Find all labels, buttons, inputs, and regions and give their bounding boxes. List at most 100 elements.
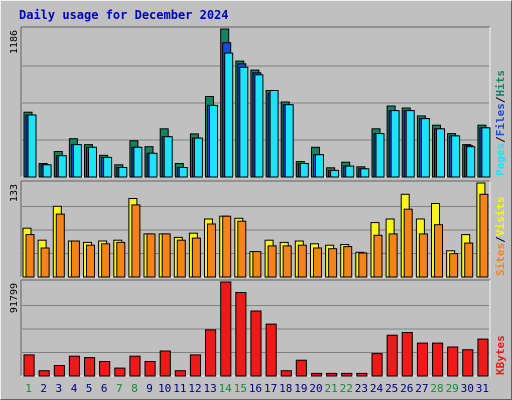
day-label-30: 30 bbox=[461, 382, 474, 395]
bar-kbytes-day-17 bbox=[265, 323, 277, 377]
bar-kbytes-day-30 bbox=[462, 349, 474, 377]
bar-sites-day-14 bbox=[222, 215, 232, 278]
bar-sites-day-11 bbox=[176, 239, 186, 278]
bar-kbytes-day-12 bbox=[189, 354, 202, 377]
bar-sites-day-24 bbox=[373, 234, 383, 278]
bar-pages-day-17 bbox=[269, 90, 279, 178]
day-label-17: 17 bbox=[264, 382, 277, 395]
bar-kbytes-day-18 bbox=[280, 370, 292, 377]
legend-separator: / bbox=[494, 236, 507, 243]
day-label-28: 28 bbox=[430, 382, 443, 395]
bar-sites-day-29 bbox=[449, 253, 459, 278]
chart-title: Daily usage for December 2024 bbox=[19, 8, 229, 22]
legend-files: Files bbox=[494, 103, 507, 136]
bar-sites-day-1 bbox=[25, 234, 35, 278]
legend-kbytes: KBytes bbox=[494, 335, 507, 375]
legend-separator: / bbox=[494, 96, 507, 103]
day-label-7: 7 bbox=[116, 382, 123, 395]
panel-hits-files-pages: 1186 Pages/Files/Hits bbox=[9, 26, 507, 178]
bar-pages-day-20 bbox=[315, 154, 324, 178]
day-label-8: 8 bbox=[131, 382, 138, 395]
bar-kbytes-day-8 bbox=[129, 355, 141, 377]
bar-pages-day-21 bbox=[330, 169, 340, 178]
bar-kbytes-day-11 bbox=[174, 370, 186, 377]
day-label-14: 14 bbox=[219, 382, 233, 395]
bar-sites-day-5 bbox=[86, 244, 95, 278]
day-label-13: 13 bbox=[203, 382, 216, 395]
bar-sites-day-28 bbox=[434, 224, 443, 278]
bar-sites-day-26 bbox=[403, 208, 413, 278]
bar-kbytes-day-7 bbox=[114, 367, 126, 377]
bar-pages-day-26 bbox=[405, 110, 415, 178]
bar-kbytes-day-2 bbox=[38, 370, 50, 377]
bar-kbytes-day-24 bbox=[371, 353, 383, 377]
bar-kbytes-day-9 bbox=[144, 361, 156, 377]
bar-kbytes-day-10 bbox=[159, 350, 171, 377]
bar-sites-day-9 bbox=[146, 233, 156, 278]
day-label-26: 26 bbox=[400, 382, 413, 395]
day-label-4: 4 bbox=[71, 382, 78, 395]
panel-legend: KBytes bbox=[494, 335, 507, 375]
bar-pages-day-14 bbox=[224, 52, 234, 178]
bar-kbytes-day-16 bbox=[250, 310, 262, 377]
day-label-3: 3 bbox=[55, 382, 62, 395]
bar-pages-day-25 bbox=[390, 110, 400, 178]
bar-kbytes-day-21 bbox=[326, 372, 338, 377]
bar-pages-day-4 bbox=[72, 144, 82, 178]
day-label-15: 15 bbox=[234, 382, 247, 395]
bar-pages-day-13 bbox=[209, 104, 218, 178]
legend-visits: Visits bbox=[494, 197, 507, 237]
bar-sites-day-12 bbox=[191, 237, 201, 278]
bar-kbytes-day-31 bbox=[477, 338, 489, 377]
panel-legend: Pages/Files/Hits bbox=[494, 70, 507, 176]
bar-sites-day-10 bbox=[161, 233, 171, 278]
bar-pages-day-10 bbox=[163, 136, 173, 178]
bar-pages-day-29 bbox=[451, 135, 461, 178]
legend-sites: Sites bbox=[494, 243, 507, 276]
bar-pages-day-15 bbox=[239, 66, 249, 178]
day-label-10: 10 bbox=[158, 382, 171, 395]
day-label-22: 22 bbox=[340, 382, 353, 395]
bar-kbytes-day-26 bbox=[401, 332, 413, 377]
bar-sites-day-30 bbox=[464, 242, 474, 278]
bar-kbytes-day-13 bbox=[205, 329, 217, 377]
bar-sites-day-23 bbox=[358, 252, 368, 278]
day-label-9: 9 bbox=[146, 382, 153, 395]
bar-pages-day-24 bbox=[375, 133, 385, 178]
bar-pages-day-2 bbox=[42, 164, 52, 178]
bar-sites-day-8 bbox=[131, 204, 141, 278]
bar-sites-day-22 bbox=[343, 246, 353, 278]
bar-sites-day-18 bbox=[282, 245, 292, 278]
y-axis-max-label: 133 bbox=[9, 184, 20, 202]
day-label-1: 1 bbox=[25, 382, 32, 395]
bar-pages-day-19 bbox=[299, 163, 309, 178]
bar-kbytes-day-20 bbox=[311, 372, 323, 377]
bar-kbytes-day-3 bbox=[53, 365, 65, 377]
bar-sites-day-4 bbox=[70, 240, 80, 278]
bar-kbytes-day-27 bbox=[416, 342, 429, 377]
bar-sites-day-17 bbox=[267, 245, 277, 278]
bar-sites-day-20 bbox=[313, 247, 322, 278]
bar-pages-day-12 bbox=[193, 137, 203, 178]
day-label-31: 31 bbox=[476, 382, 489, 395]
bar-kbytes-day-14 bbox=[220, 281, 232, 377]
bar-kbytes-day-5 bbox=[84, 357, 96, 377]
panel-legend: Sites/Visits bbox=[494, 197, 507, 277]
panel-visits-sites: 133 Sites/Visits bbox=[9, 180, 507, 278]
legend-separator: / bbox=[494, 136, 507, 143]
bar-pages-day-22 bbox=[345, 165, 355, 178]
bar-sites-day-6 bbox=[101, 243, 111, 278]
bar-kbytes-day-6 bbox=[99, 361, 111, 377]
day-label-18: 18 bbox=[279, 382, 292, 395]
bar-sites-day-21 bbox=[328, 248, 338, 278]
bar-pages-day-3 bbox=[57, 155, 67, 178]
bar-kbytes-day-22 bbox=[341, 372, 353, 377]
bar-sites-day-31 bbox=[479, 193, 489, 278]
bar-pages-day-1 bbox=[27, 114, 37, 178]
y-axis-max-label: 91799 bbox=[9, 283, 20, 313]
legend-hits: Hits bbox=[494, 70, 507, 97]
bar-kbytes-day-1 bbox=[23, 354, 35, 377]
bar-pages-day-9 bbox=[148, 152, 158, 178]
day-label-5: 5 bbox=[86, 382, 93, 395]
y-axis-max-label: 1186 bbox=[9, 30, 20, 54]
